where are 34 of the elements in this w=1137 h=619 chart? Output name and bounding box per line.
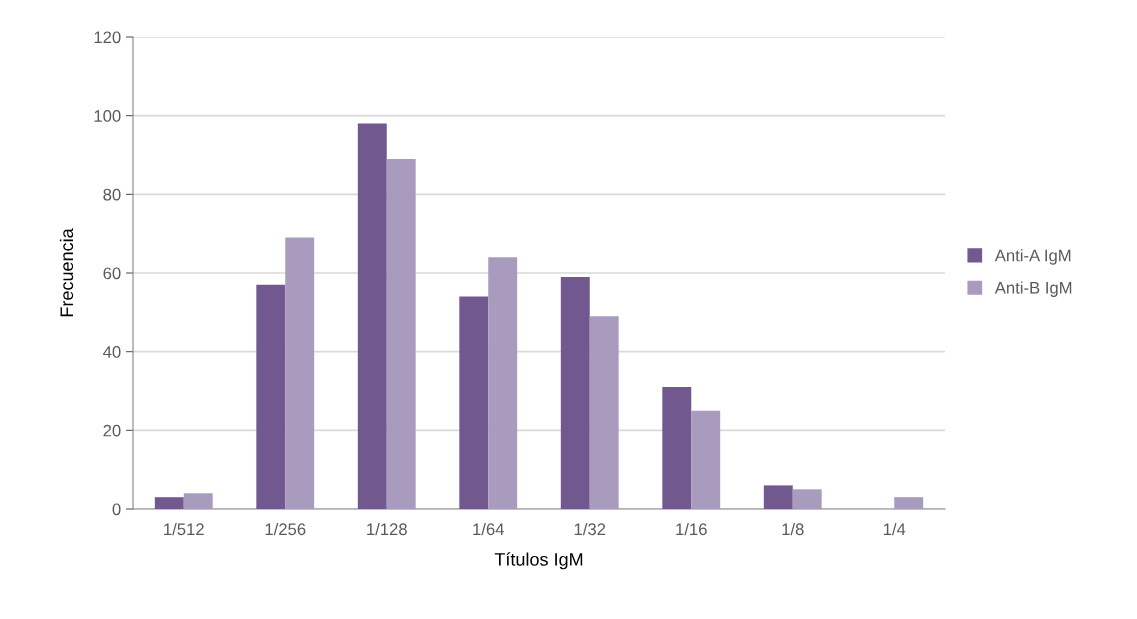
bar bbox=[589, 316, 619, 509]
y-tick-label: 60 bbox=[103, 267, 121, 280]
x-tick-label: 1/8 bbox=[782, 522, 804, 536]
x-tick-label: 1/64 bbox=[473, 522, 504, 536]
bar bbox=[763, 485, 793, 509]
bar bbox=[560, 276, 590, 509]
y-tick-label: 80 bbox=[103, 188, 121, 201]
y-tick-label: 20 bbox=[103, 424, 121, 437]
bar bbox=[386, 158, 416, 509]
bar bbox=[285, 237, 315, 509]
y-tick-label: 40 bbox=[103, 346, 121, 358]
legend-label: Anti-A IgM bbox=[994, 249, 1071, 265]
bar bbox=[154, 497, 184, 509]
bar bbox=[488, 257, 518, 509]
x-tick-label: 1/512 bbox=[164, 522, 204, 536]
bar bbox=[662, 387, 692, 509]
y-tick-label: 120 bbox=[94, 31, 121, 44]
bar bbox=[357, 123, 387, 509]
legend-label: Anti-B IgM bbox=[994, 281, 1072, 297]
x-tick-label: 1/32 bbox=[574, 522, 606, 536]
bar bbox=[183, 493, 213, 509]
y-tick-label: 100 bbox=[94, 110, 121, 122]
x-tick-label: 1/256 bbox=[265, 522, 306, 536]
bar bbox=[691, 410, 721, 509]
bar bbox=[256, 284, 286, 509]
x-tick-label: 1/4 bbox=[883, 522, 906, 536]
y-tick-label: 0 bbox=[112, 503, 121, 516]
x-tick-label: 1/16 bbox=[676, 522, 707, 536]
bar bbox=[792, 489, 822, 509]
x-axis-title: Títulos IgM bbox=[494, 552, 583, 570]
bar bbox=[894, 497, 924, 509]
bar bbox=[459, 296, 489, 509]
y-axis-title: Frecuencia bbox=[59, 228, 74, 317]
x-tick-label: 1/128 bbox=[367, 522, 407, 536]
